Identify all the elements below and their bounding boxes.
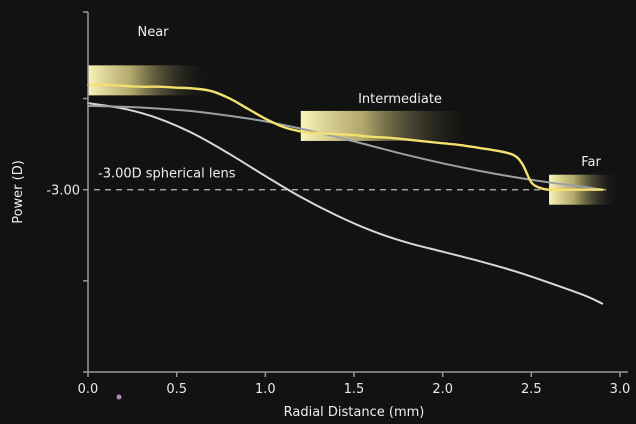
x-tick-label: 1.0	[255, 382, 276, 397]
series-lines	[86, 83, 604, 305]
reference-line-label: -3.00D spherical lens	[98, 167, 236, 182]
x-tick-label: 0.0	[78, 382, 99, 397]
x-tick-label: 0.5	[166, 382, 187, 397]
x-ticks: 0.0 0.5 1.0 1.5 2.0 2.5 3.0	[78, 372, 631, 397]
y-tick-label: -3.00	[46, 184, 80, 199]
y-ticks: -3.00	[46, 11, 88, 373]
x-tick-label: 3.0	[610, 382, 631, 397]
zone-band-1	[300, 110, 479, 141]
x-tick-label: 2.5	[521, 382, 542, 397]
series-line-0	[86, 83, 604, 192]
zone-band-0	[88, 65, 213, 96]
x-axis-label: Radial Distance (mm)	[284, 405, 425, 420]
x-tick-label: 1.5	[344, 382, 365, 397]
series-line-2	[87, 102, 604, 305]
series-line-1	[87, 104, 604, 191]
y-axis-label: Power (D)	[11, 160, 26, 224]
axes: 0.0 0.5 1.0 1.5 2.0 2.5 3.0 -3.00 Radial Dista…	[11, 11, 631, 420]
zone-label-0: Near	[137, 25, 169, 40]
x-tick-label: 2.0	[432, 382, 453, 397]
decorative-dot	[116, 394, 122, 400]
zone-label-1: Intermediate	[358, 92, 442, 107]
zone-labels: Near Intermediate Far -3.00D spherical lens	[98, 25, 601, 182]
zone-label-2: Far	[581, 155, 601, 170]
